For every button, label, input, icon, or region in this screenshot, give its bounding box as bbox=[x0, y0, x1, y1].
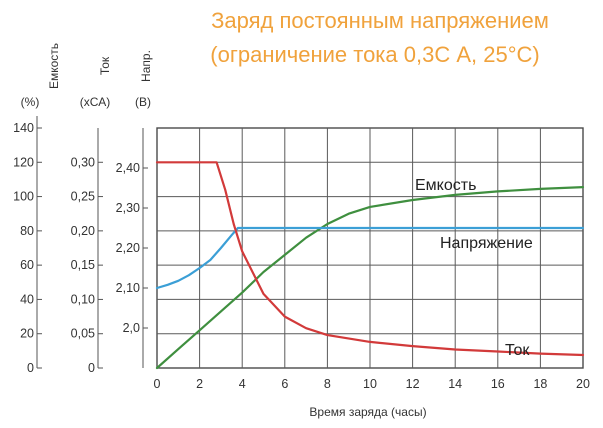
x-axis-label: Время заряда (часы) bbox=[309, 405, 426, 419]
series-line-2 bbox=[155, 161, 585, 357]
plot-grid bbox=[156, 127, 584, 369]
y-tick-label: 0,10 bbox=[71, 292, 95, 306]
y-tick-label: 0 bbox=[88, 361, 95, 375]
y-tick-label: 0,15 bbox=[71, 258, 95, 272]
y-tick-label: 0,30 bbox=[71, 155, 95, 169]
y-tick-label: 80 bbox=[20, 224, 34, 238]
y-tick-label: 2,20 bbox=[116, 241, 140, 255]
y-axis-title: Ток bbox=[98, 56, 112, 75]
series-labels: Емкость Напряжение Ток bbox=[415, 177, 533, 359]
y-axis-unit: (В) bbox=[135, 95, 151, 109]
x-tick-label: 10 bbox=[363, 377, 377, 391]
y-tick-label: 0,20 bbox=[71, 224, 95, 238]
series-lines bbox=[155, 161, 585, 370]
x-tick-label: 20 bbox=[576, 377, 590, 391]
y-tick-label: 0 bbox=[27, 361, 34, 375]
series-line-0 bbox=[155, 186, 585, 370]
y-tick-label: 2,10 bbox=[116, 281, 140, 295]
y-tick-label: 100 bbox=[13, 190, 34, 204]
x-tick-label: 14 bbox=[448, 377, 462, 391]
y-tick-label: 120 bbox=[13, 155, 34, 169]
x-tick-label: 18 bbox=[533, 377, 547, 391]
y-tick-label: 2,40 bbox=[116, 161, 140, 175]
chart-subtitle: (ограничение тока 0,3С А, 25°С) bbox=[210, 42, 539, 67]
y-axis-title: Напр. bbox=[139, 50, 153, 82]
y-tick-label: 20 bbox=[20, 327, 34, 341]
x-tick-label: 16 bbox=[491, 377, 505, 391]
x-tick-label: 8 bbox=[324, 377, 331, 391]
y-tick-label: 2,0 bbox=[123, 321, 140, 335]
axes: 020406080100120140Емкость(%)00,050,100,1… bbox=[13, 43, 590, 391]
y-axis-title: Емкость bbox=[47, 43, 61, 89]
y-axis-1: 0 0,05 0,10 0,15 0,20 0,25 0,30 Ток (хСА) bbox=[71, 56, 112, 375]
series-label-1: Напряжение bbox=[440, 235, 533, 252]
y-axis-unit: (%) bbox=[21, 95, 40, 109]
y-tick-label: 2,30 bbox=[116, 201, 140, 215]
x-tick-label: 0 bbox=[154, 377, 161, 391]
y-tick-label: 0,05 bbox=[71, 327, 95, 341]
x-axis: 0 2 4 6 8 10 12 14 16 18 20 bbox=[154, 377, 590, 391]
chart-title: Заряд постоянным напряжением bbox=[211, 8, 549, 33]
y-axis-2: 2,0 2,10 2,20 2,30 2,40 Напр. (В) bbox=[116, 50, 153, 368]
y-tick-label: 40 bbox=[20, 292, 34, 306]
y-tick-label: 140 bbox=[13, 121, 34, 135]
x-tick-label: 2 bbox=[196, 377, 203, 391]
x-tick-label: 6 bbox=[281, 377, 288, 391]
x-tick-label: 4 bbox=[239, 377, 246, 391]
y-tick-label: 60 bbox=[20, 258, 34, 272]
y-tick-label: 0,25 bbox=[71, 190, 95, 204]
series-label-0: Емкость bbox=[415, 177, 476, 194]
y-axis-0: 0 20 40 60 80 100 120 140 Емкость (%) bbox=[13, 43, 61, 375]
x-tick-label: 12 bbox=[406, 377, 420, 391]
y-axis-unit: (хСА) bbox=[80, 95, 110, 109]
series-label-2: Ток bbox=[505, 342, 530, 359]
series-line-1 bbox=[155, 226, 585, 290]
